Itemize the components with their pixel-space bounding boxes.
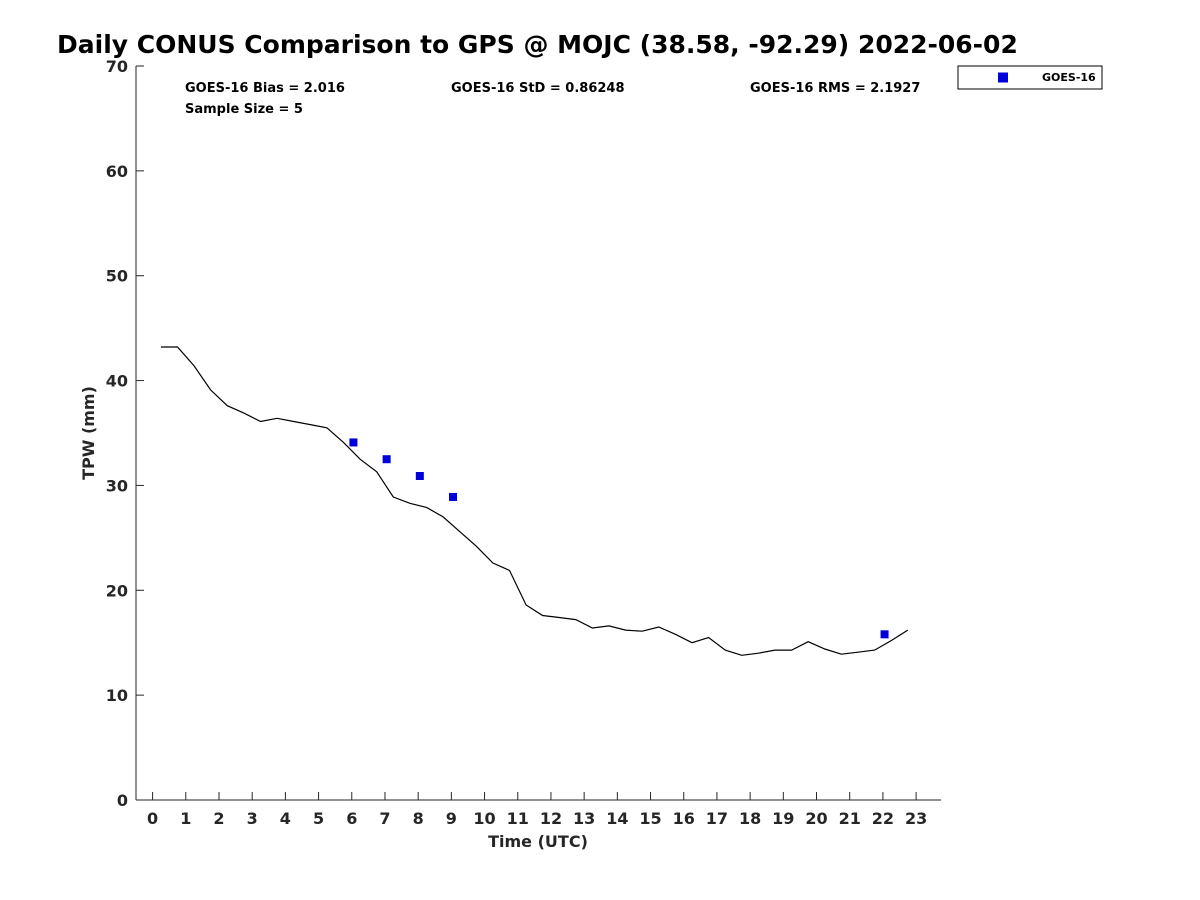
goes-16-marker — [382, 455, 391, 464]
goes-16-marker — [880, 630, 889, 639]
x-tick-label: 1 — [180, 809, 191, 828]
rms-stat: GOES-16 RMS = 2.1927 — [750, 81, 920, 96]
legend-box — [957, 65, 1103, 90]
y-tick-label: 50 — [106, 267, 128, 286]
y-axis-label: TPW (mm) — [79, 386, 98, 480]
x-tick-label: 5 — [313, 809, 324, 828]
x-tick-label: 14 — [606, 809, 628, 828]
y-tick-label: 60 — [106, 162, 128, 181]
x-tick-label: 23 — [905, 809, 927, 828]
axes-box — [135, 66, 941, 801]
y-tick-label: 40 — [106, 372, 128, 391]
legend-label-goes-16: GOES-16 — [1042, 71, 1096, 84]
x-tick-label: 19 — [772, 809, 794, 828]
x-tick-label: 6 — [346, 809, 357, 828]
x-axis-ticks: 0 1 2 3 4 5 6 7 8 9 10 11 12 13 14 15 16 17 18 19 20 21 22 23 — [147, 792, 927, 828]
goes-16-marker — [449, 492, 458, 501]
x-axis-label: Time (UTC) — [488, 832, 588, 851]
chart-title: Daily CONUS Comparison to GPS @ MOJC (38… — [57, 30, 1018, 59]
y-tick-label: 70 — [106, 57, 128, 76]
goes-16-marker — [349, 438, 358, 447]
x-tick-label: 17 — [706, 809, 728, 828]
legend-marker-goes-16 — [998, 72, 1008, 83]
statistics-annotations: GOES-16 Bias = 2.016 GOES-16 StD = 0.862… — [185, 81, 920, 117]
x-tick-label: 22 — [872, 809, 894, 828]
y-tick-label: 20 — [106, 581, 128, 600]
y-axis-ticks: 0 10 20 30 40 50 60 70 — [106, 57, 144, 810]
x-tick-label: 10 — [473, 809, 495, 828]
x-tick-label: 15 — [639, 809, 661, 828]
std-stat: GOES-16 StD = 0.86248 — [451, 81, 625, 96]
legend: GOES-16 — [957, 65, 1103, 90]
plot-series — [160, 346, 909, 656]
y-tick-label: 30 — [106, 476, 128, 495]
x-tick-label: 3 — [247, 809, 258, 828]
x-tick-label: 7 — [379, 809, 390, 828]
sample-size-stat: Sample Size = 5 — [185, 102, 303, 117]
x-tick-label: 20 — [805, 809, 827, 828]
y-tick-label: 0 — [117, 791, 128, 810]
x-tick-label: 16 — [673, 809, 695, 828]
x-tick-label: 9 — [446, 809, 457, 828]
goes-16-marker — [415, 471, 424, 480]
x-tick-label: 13 — [573, 809, 595, 828]
bias-stat: GOES-16 Bias = 2.016 — [185, 81, 345, 96]
x-tick-label: 0 — [147, 809, 158, 828]
x-tick-label: 4 — [280, 809, 291, 828]
y-tick-label: 10 — [106, 686, 128, 705]
gps-tpw-line — [160, 346, 909, 656]
x-tick-label: 2 — [213, 809, 224, 828]
x-tick-label: 8 — [413, 809, 424, 828]
x-tick-label: 21 — [839, 809, 861, 828]
x-tick-label: 18 — [739, 809, 761, 828]
x-tick-label: 11 — [507, 809, 529, 828]
x-tick-label: 12 — [540, 809, 562, 828]
